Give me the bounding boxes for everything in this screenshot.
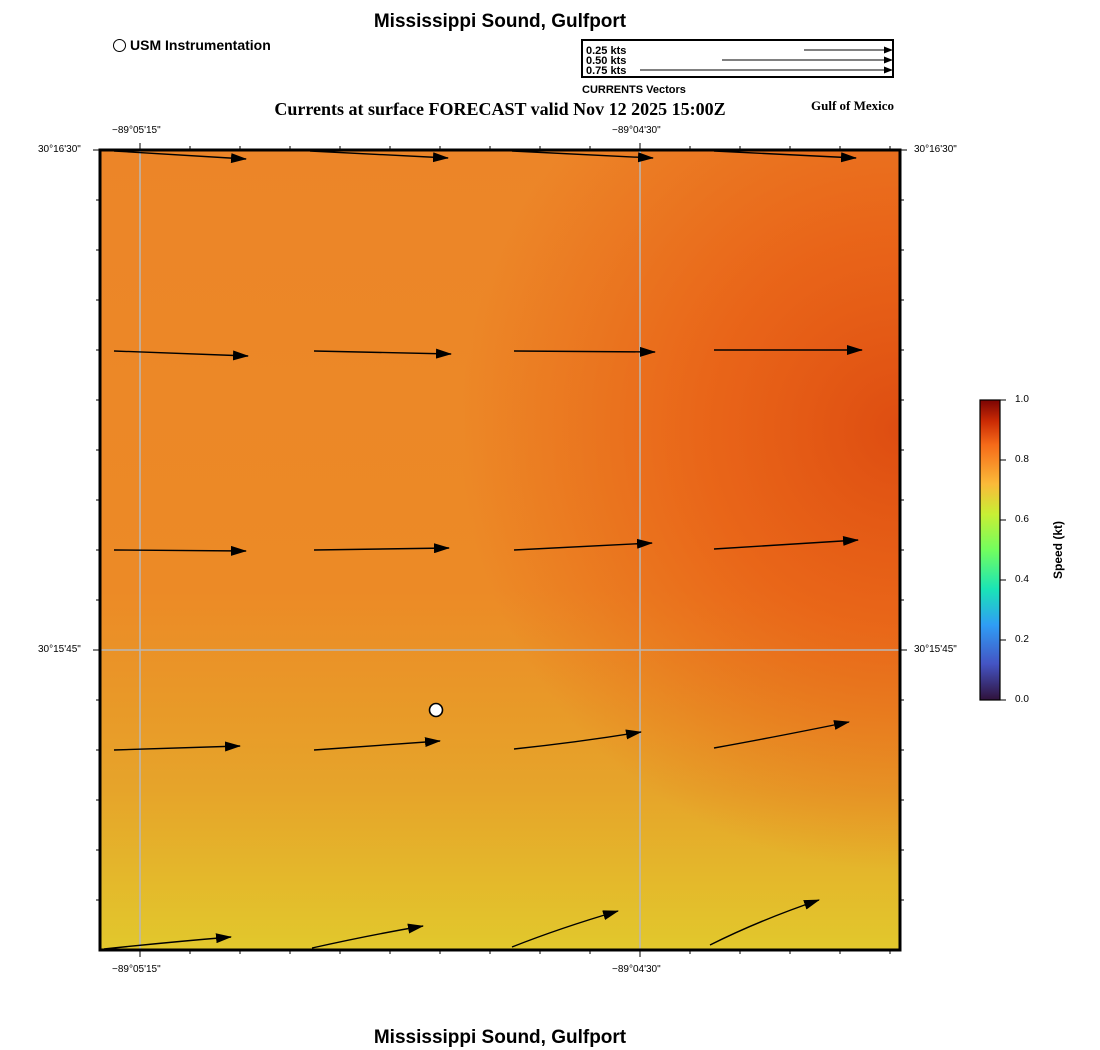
circle-marker-icon xyxy=(113,38,126,52)
vector-scale-label: 0.50 kts xyxy=(586,55,627,67)
colorbar-tick-label: 1.0 xyxy=(1015,394,1029,405)
colorbar-tick-label: 0.6 xyxy=(1015,514,1029,525)
region-label: Gulf of Mexico xyxy=(811,98,895,113)
speed-field-maximum xyxy=(100,150,900,950)
current-vector xyxy=(513,538,653,551)
colorbar-tick-label: 0.2 xyxy=(1015,634,1029,645)
colorbar-tick-label: 0.4 xyxy=(1015,574,1029,585)
vector-scale-legend: 0.25 kts 0.50 kts 0.75 kts xyxy=(581,39,894,78)
current-vector xyxy=(713,720,850,749)
lat-label-right: 30°15'45" xyxy=(914,644,957,655)
colorbar-tick-label: 0.8 xyxy=(1015,454,1029,465)
colorbar-tick-label: 0.0 xyxy=(1015,694,1029,705)
current-vector xyxy=(513,346,656,357)
current-vector xyxy=(513,729,642,750)
current-vector xyxy=(113,150,247,164)
current-vector xyxy=(313,543,450,554)
current-vector xyxy=(313,348,452,359)
map-subtitle: Currents at surface FORECAST valid Nov 1… xyxy=(274,99,726,119)
colorbar xyxy=(979,399,1001,701)
lat-label-left: 30°16'30" xyxy=(38,144,81,155)
current-vector xyxy=(113,741,241,752)
vector-scale-label: 0.75 kts xyxy=(586,65,627,77)
current-vector xyxy=(709,899,820,946)
lon-label-top: −89°04'30" xyxy=(612,125,661,136)
frame-ticks xyxy=(93,143,907,957)
lat-label-left: 30°15'45" xyxy=(38,644,81,655)
colorbar-title: Speed (kt) xyxy=(1051,521,1065,580)
instrument-legend: USM Instrumentation xyxy=(113,37,271,53)
lon-label-bottom: −89°04'30" xyxy=(612,964,661,975)
instrument-legend-label: USM Instrumentation xyxy=(130,37,271,53)
current-vector xyxy=(713,535,859,550)
vector-legend-caption: CURRENTS Vectors xyxy=(582,84,686,96)
vector-scale-arrows xyxy=(640,46,893,74)
current-vector xyxy=(511,910,619,948)
lon-label-bottom: −89°05'15" xyxy=(112,964,161,975)
current-vector xyxy=(113,545,247,556)
vector-scale-label: 0.25 kts xyxy=(586,45,627,57)
map-bottom-title: Mississippi Sound, Gulfport xyxy=(373,1027,627,1048)
current-vector xyxy=(103,933,232,950)
current-vector xyxy=(511,150,654,163)
usm-instrument-marker[interactable] xyxy=(428,702,444,718)
current-vector xyxy=(309,150,449,163)
current-vector xyxy=(713,150,857,163)
current-vector xyxy=(313,737,441,751)
lon-label-top: −89°05'15" xyxy=(112,125,161,136)
map-title: Mississippi Sound, Gulfport xyxy=(373,11,627,32)
lat-label-right: 30°16'30" xyxy=(914,144,957,155)
current-vectors xyxy=(103,150,863,950)
colorbar-ticks xyxy=(1000,399,1006,701)
current-vector xyxy=(113,350,249,361)
current-vector xyxy=(311,923,424,949)
